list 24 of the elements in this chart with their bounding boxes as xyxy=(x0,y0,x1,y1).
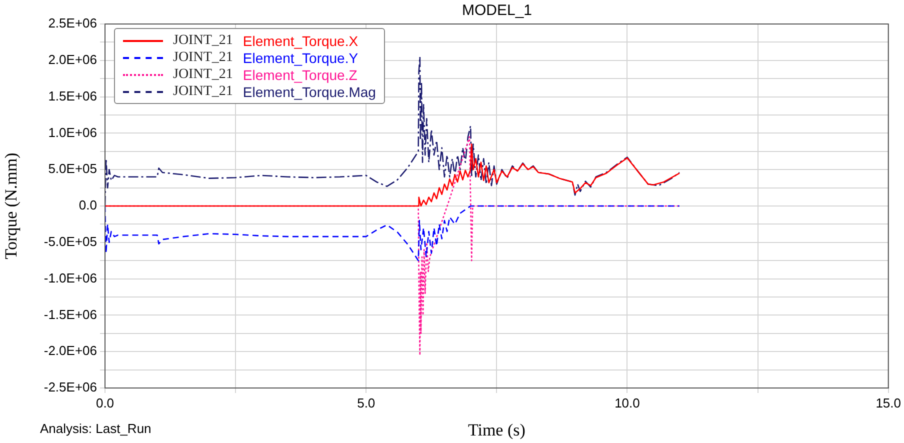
y-tick-label: 1.0E+06 xyxy=(48,124,97,140)
x-tick-label: 15.0 xyxy=(876,395,902,410)
legend-label: JOINT_21 Element_Torque.Mag xyxy=(173,84,376,100)
y-tick-label: -5.0E+05 xyxy=(44,234,97,249)
y-tick-label: 0.0 xyxy=(78,198,97,213)
legend-label: JOINT_21 Element_Torque.X xyxy=(173,32,358,48)
x-tick-label: 5.0 xyxy=(357,395,376,410)
x-tick-label: 0.0 xyxy=(96,395,114,410)
y-tick-label: -2.0E+06 xyxy=(44,343,97,358)
x-axis-title: Time (s) xyxy=(468,420,526,440)
x-tick-label: 10.0 xyxy=(614,395,640,410)
y-axis-title: Torque (N.mm) xyxy=(2,152,21,260)
line-series xyxy=(105,205,680,262)
legend-label: JOINT_21 Element_Torque.Z xyxy=(173,66,358,82)
y-tick-label: -2.5E+06 xyxy=(44,380,97,395)
y-tick-label: 1.5E+06 xyxy=(48,88,97,104)
y-tick-label: -1.0E+06 xyxy=(44,270,97,286)
y-tick-label: 2.5E+06 xyxy=(48,16,97,31)
y-tick-label: -1.5E+06 xyxy=(44,306,97,322)
chart-title: MODEL_1 xyxy=(460,2,534,19)
y-tick-label: 5.0E+05 xyxy=(48,161,97,176)
y-tick-label: 2.0E+06 xyxy=(48,52,97,67)
text: Analysis: Last_Run xyxy=(40,421,152,436)
legend-label: JOINT_21 Element_Torque.Y xyxy=(173,50,358,66)
